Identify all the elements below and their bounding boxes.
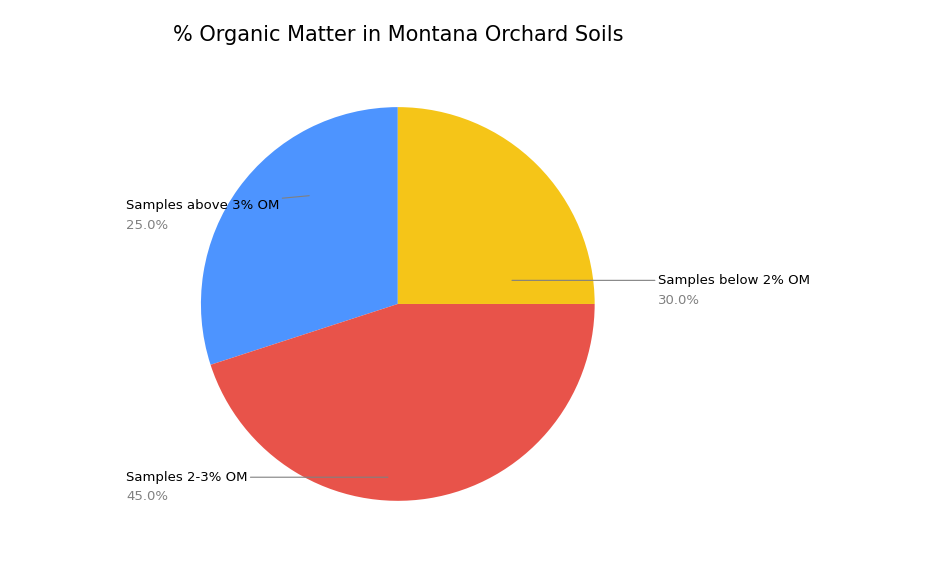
- Wedge shape: [211, 304, 594, 501]
- Text: Samples 2-3% OM: Samples 2-3% OM: [126, 471, 388, 483]
- Wedge shape: [398, 107, 594, 304]
- Text: Samples above 3% OM: Samples above 3% OM: [126, 196, 309, 212]
- Text: Samples below 2% OM: Samples below 2% OM: [512, 274, 810, 287]
- Text: 30.0%: 30.0%: [658, 294, 699, 306]
- Wedge shape: [201, 107, 398, 365]
- Title: % Organic Matter in Montana Orchard Soils: % Organic Matter in Montana Orchard Soil…: [172, 25, 623, 45]
- Text: 45.0%: 45.0%: [126, 490, 168, 503]
- Text: 25.0%: 25.0%: [126, 219, 168, 232]
